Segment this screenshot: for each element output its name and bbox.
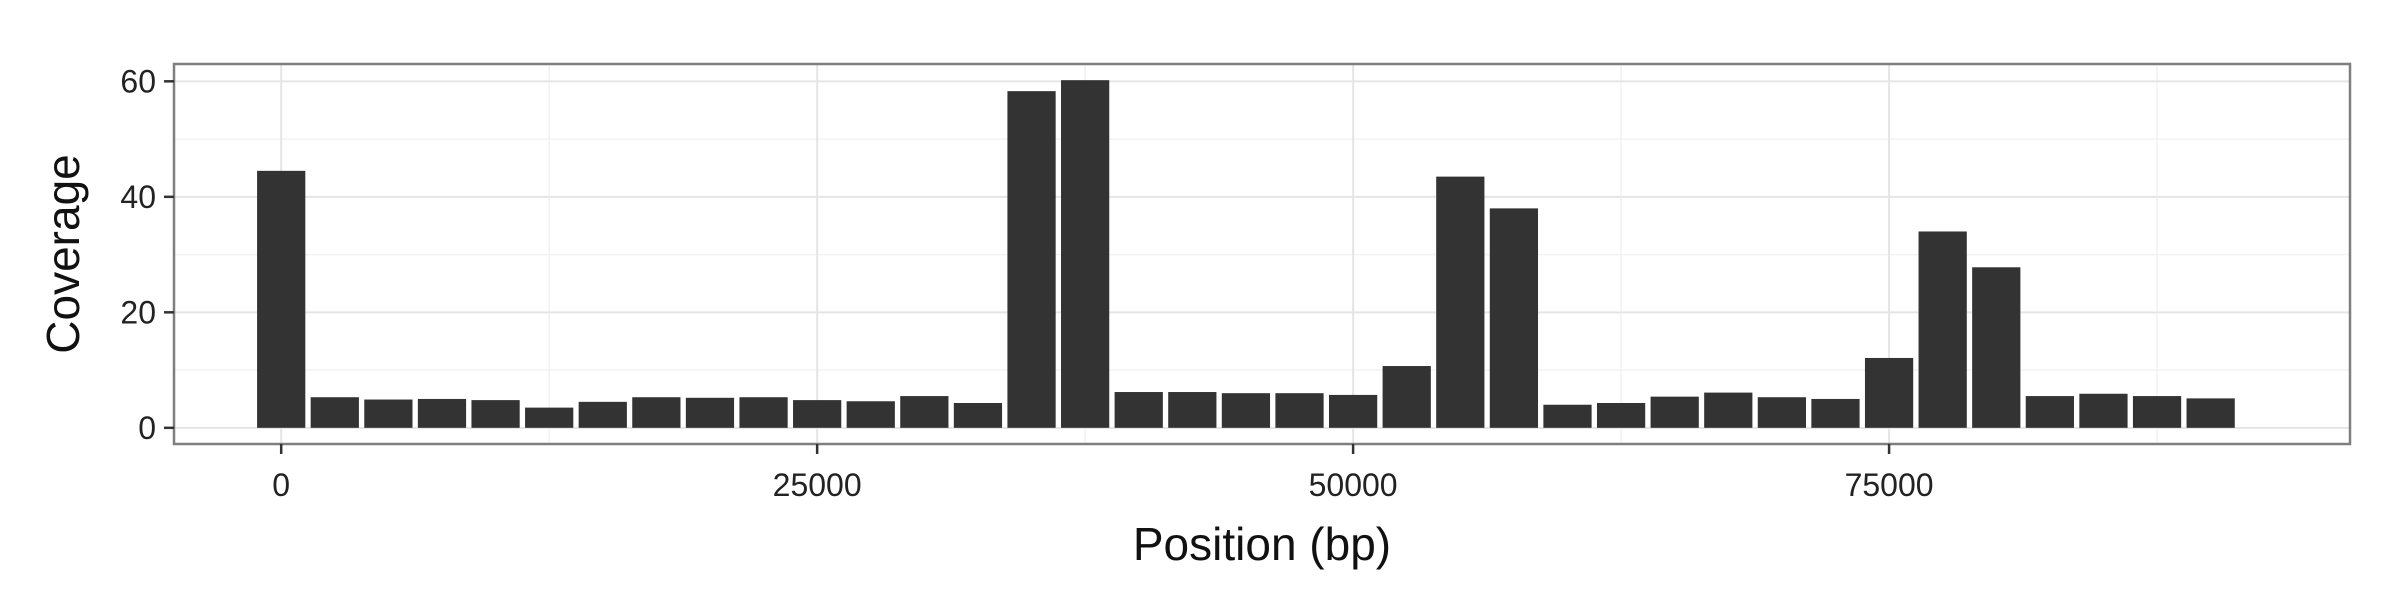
bar <box>1864 357 1914 428</box>
bar <box>1972 267 2021 428</box>
bar <box>578 401 627 428</box>
bar <box>257 170 306 428</box>
bar <box>471 400 520 428</box>
bar <box>793 400 842 428</box>
bar <box>2025 396 2074 428</box>
bar <box>1489 208 1539 428</box>
bar <box>1061 80 1110 428</box>
bar <box>1596 402 1646 428</box>
axis-ticks <box>164 80 1891 454</box>
y-tick-label: 40 <box>120 179 156 215</box>
bar <box>739 397 788 428</box>
bar <box>417 398 467 428</box>
bar <box>1168 392 1217 428</box>
bars <box>257 80 2235 428</box>
bar <box>364 399 413 428</box>
bar <box>310 397 359 428</box>
bar <box>1328 394 1378 428</box>
bar <box>1382 366 1431 428</box>
bar <box>1436 176 1485 428</box>
bar <box>846 401 895 428</box>
bar <box>525 407 574 428</box>
y-tick-label: 0 <box>138 410 156 446</box>
y-tick-label: 20 <box>120 294 156 330</box>
x-axis-title: Position (bp) <box>1133 518 1391 570</box>
bar <box>1811 398 1860 428</box>
bar <box>2186 398 2235 428</box>
x-tick-label: 50000 <box>1309 467 1398 503</box>
x-tick-label: 25000 <box>773 467 862 503</box>
bar <box>1918 231 1967 428</box>
bar <box>1650 396 1699 428</box>
bar <box>1757 397 1806 428</box>
bar <box>1114 392 1163 428</box>
bar <box>2132 396 2182 428</box>
y-tick-labels: 0 20 40 60 <box>120 63 156 446</box>
bar <box>1704 392 1753 428</box>
bar <box>2079 393 2128 428</box>
bar <box>685 397 735 428</box>
bar <box>953 402 1003 428</box>
y-axis-title: Coverage <box>37 154 89 353</box>
x-tick-labels: 0 25000 50000 75000 <box>272 467 1933 503</box>
bar <box>632 397 681 428</box>
plot-border <box>172 62 2352 446</box>
bar <box>1221 393 1271 428</box>
x-tick-label: 0 <box>272 467 290 503</box>
y-tick-label: 60 <box>120 63 156 99</box>
bar <box>900 396 949 428</box>
bar <box>1007 91 1056 428</box>
bar <box>1543 404 1592 428</box>
x-tick-label: 75000 <box>1845 467 1934 503</box>
bar <box>1275 393 1324 428</box>
